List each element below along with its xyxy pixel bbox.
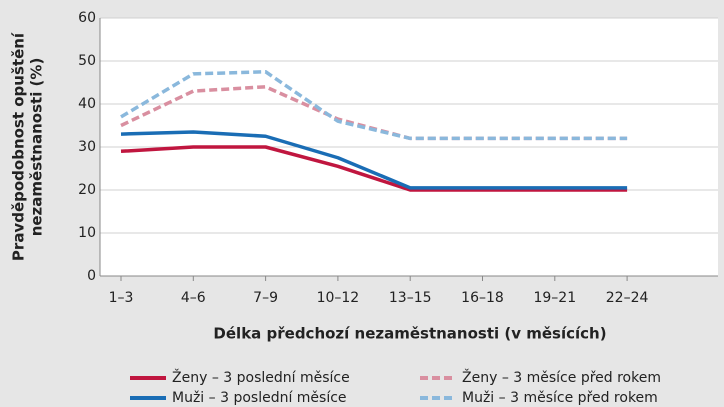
y-tick-label: 10 bbox=[78, 225, 96, 241]
x-tick-label: 19–21 bbox=[533, 290, 576, 306]
series-line bbox=[120, 70, 628, 141]
x-tick-label: 1–3 bbox=[109, 290, 134, 306]
y-tick-label: 20 bbox=[78, 182, 96, 198]
x-label: Délka předchozí nezaměstnanosti (v měsíc… bbox=[213, 325, 606, 343]
y-label-line: nezaměstnanosti (%) bbox=[28, 58, 46, 237]
legend-label: Ženy – 3 poslední měsíce bbox=[172, 368, 350, 386]
y-tick-label: 60 bbox=[78, 10, 96, 26]
series-line bbox=[120, 130, 628, 190]
legend-label: Muži – 3 měsíce před rokem bbox=[462, 390, 658, 406]
x-tick-label: 16–18 bbox=[461, 290, 504, 306]
x-tick-label: 22–24 bbox=[606, 290, 649, 306]
y-label: Pravděpodobnost opuštění nezaměstnanosti… bbox=[10, 32, 46, 261]
y-tick-label: 0 bbox=[87, 268, 96, 284]
x-tick-label: 13–15 bbox=[389, 290, 432, 306]
legend-label: Muži – 3 poslední měsíce bbox=[172, 390, 347, 406]
legend-label: Ženy – 3 měsíce před rokem bbox=[462, 368, 661, 386]
series-line bbox=[120, 145, 628, 192]
y-tick-label: 50 bbox=[78, 53, 96, 69]
y-tick-label: 30 bbox=[78, 139, 96, 155]
x-tick-label: 7–9 bbox=[253, 290, 278, 306]
x-tick-label: 10–12 bbox=[317, 290, 360, 306]
y-label-line: Pravděpodobnost opuštění bbox=[10, 32, 28, 261]
y-tick-label: 40 bbox=[78, 96, 96, 112]
x-tick-label: 4–6 bbox=[181, 290, 206, 306]
